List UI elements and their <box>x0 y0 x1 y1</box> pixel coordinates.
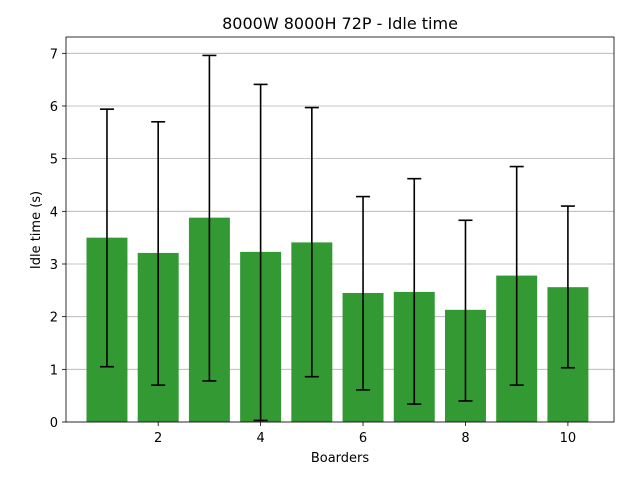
y-tick-label: 5 <box>50 153 58 168</box>
error-bar <box>560 205 575 369</box>
y-tick-label: 1 <box>50 363 58 378</box>
x-tick-label: 8 <box>461 431 469 446</box>
error-bar <box>253 83 268 422</box>
error-bar <box>99 108 114 368</box>
x-tick-label: 2 <box>154 431 162 446</box>
error-bar <box>202 54 217 382</box>
x-tick-label: 4 <box>256 431 264 446</box>
y-tick-label: 6 <box>50 100 58 115</box>
error-bar <box>151 120 166 386</box>
x-axis-ticks: 2 4 6 8 10 <box>154 422 576 446</box>
y-axis-label: Idle time (s) <box>29 191 44 269</box>
y-tick-label: 4 <box>50 205 58 220</box>
error-bars <box>99 54 575 422</box>
error-bar <box>356 195 371 391</box>
error-bar <box>304 106 319 378</box>
y-tick-label: 3 <box>50 258 58 273</box>
y-tick-label: 7 <box>50 47 58 62</box>
plot-frame <box>65 36 615 423</box>
x-axis-label: Boarders <box>311 451 370 466</box>
chart-title: 8000W 8000H 72P - Idle time <box>222 14 458 33</box>
y-tick-label: 0 <box>50 416 58 431</box>
bars <box>86 217 589 422</box>
error-bar <box>509 165 524 386</box>
x-tick-label: 6 <box>359 431 367 446</box>
y-tick-label: 2 <box>50 311 58 326</box>
error-bar <box>458 219 473 402</box>
error-bar <box>407 177 422 405</box>
y-axis-ticks: 0 1 2 3 4 5 6 7 <box>50 47 66 431</box>
axes <box>65 36 615 423</box>
x-tick-label: 10 <box>560 431 577 446</box>
